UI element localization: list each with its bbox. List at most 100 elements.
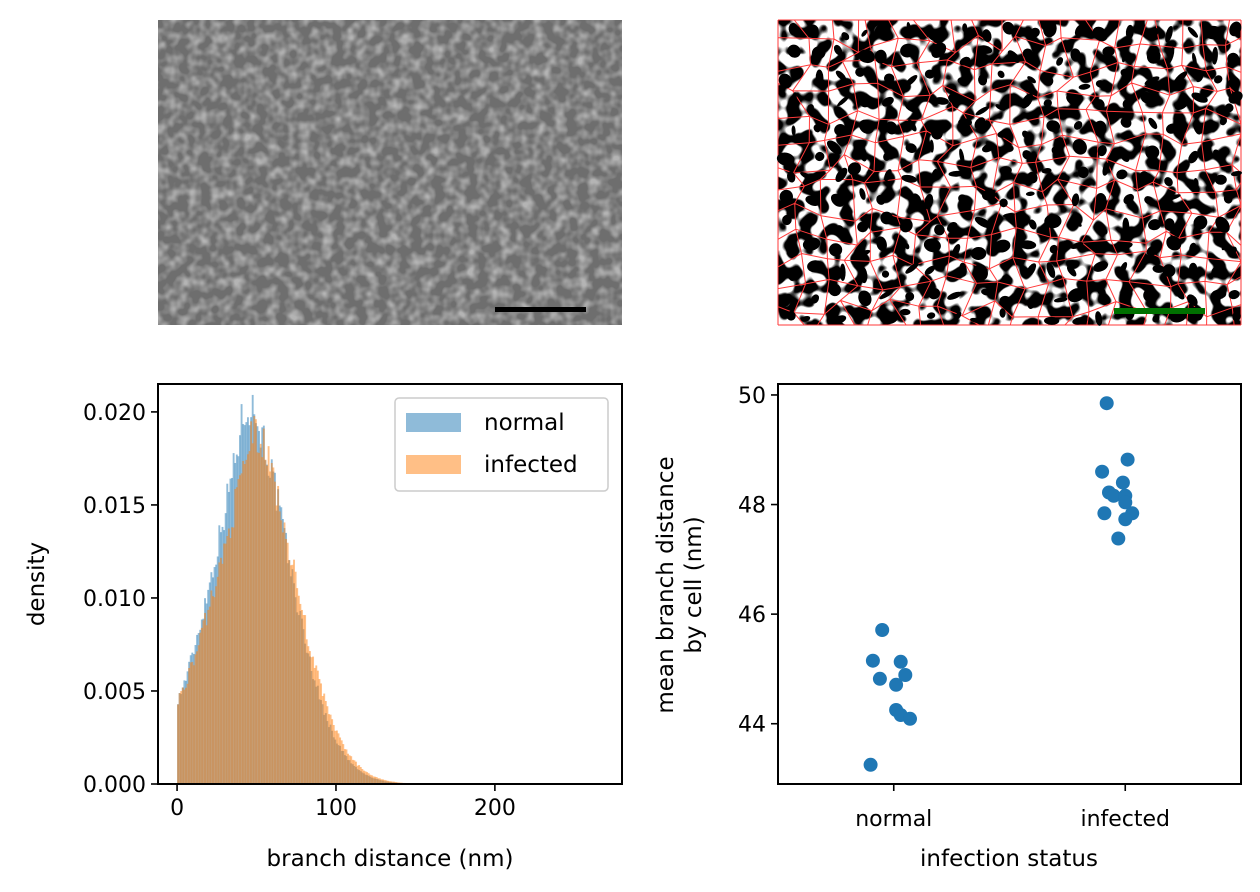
histogram-bar	[208, 606, 211, 784]
segmented-blob	[924, 69, 935, 79]
histogram-legend: normal infected	[394, 397, 609, 492]
segmented-blob	[982, 29, 992, 43]
histogram-bar	[291, 564, 294, 784]
histogram-bar	[205, 625, 208, 784]
histogram-bar	[293, 559, 295, 784]
segmented-blob	[974, 263, 988, 281]
histogram-bar	[278, 511, 281, 784]
histogram-bar	[207, 609, 210, 784]
segmented-blob	[847, 162, 861, 176]
segmented-blob	[879, 289, 894, 300]
segmented-blob	[954, 311, 962, 320]
strip-ytick-label: 44	[738, 713, 766, 738]
segmented-blob	[1119, 261, 1128, 275]
histogram-bar	[307, 646, 310, 784]
histogram-bar	[197, 645, 200, 784]
segmented-blob	[1173, 71, 1188, 85]
segmented-blob	[905, 103, 920, 114]
segmented-blob	[1174, 98, 1189, 111]
histogram-bar	[297, 595, 300, 784]
histogram-ylabel: density	[24, 542, 50, 626]
segmented-blob	[1190, 202, 1206, 208]
segmented-blob	[1102, 162, 1110, 176]
histogram-ytick-label: 0.015	[83, 494, 146, 519]
segmented-blob	[952, 244, 961, 257]
strip-point-infected	[1111, 531, 1126, 546]
histogram-bar	[366, 772, 369, 784]
histogram-bar	[224, 543, 227, 784]
segmented-blob	[1002, 213, 1015, 218]
segmented-blob	[957, 77, 966, 84]
segmented-blob	[805, 195, 820, 207]
segmented-blob	[1092, 26, 1108, 42]
segmented-blob	[974, 117, 986, 129]
segmented-blob	[1125, 24, 1134, 40]
histogram-bar	[388, 781, 391, 784]
segmented-blob	[858, 49, 875, 64]
histogram-ytick-label: 0.020	[83, 401, 146, 426]
segmented-blob	[1189, 262, 1198, 274]
segmented-blob	[1074, 24, 1085, 37]
segmented-blob	[970, 246, 987, 261]
strip-point-normal	[863, 757, 878, 772]
segmented-blob	[1192, 52, 1197, 67]
segmented-blob	[1228, 91, 1243, 104]
segmented-blob	[1139, 171, 1150, 182]
histogram-bar	[348, 755, 351, 784]
histogram-bar	[191, 661, 194, 784]
segmented-blob	[885, 121, 898, 135]
segmented-blob	[1214, 174, 1227, 185]
histogram-bar	[364, 771, 367, 784]
segmented-blob	[1232, 311, 1241, 322]
segmented-blob	[1095, 80, 1106, 88]
histogram-bar	[270, 462, 273, 784]
strip-point-infected	[1095, 464, 1110, 479]
segmented-blob	[1188, 150, 1199, 164]
segmented-blob	[1073, 220, 1082, 227]
histogram-bar	[274, 481, 276, 784]
segmented-blob	[1189, 242, 1197, 255]
histogram-bar	[369, 774, 372, 784]
strip-point-infected	[1099, 396, 1114, 411]
segmented-blob	[1093, 261, 1109, 272]
segmented-blob	[1022, 48, 1033, 59]
segmented-blob	[801, 315, 811, 322]
segmented-blob	[830, 193, 845, 207]
segmented-blob	[1144, 196, 1154, 205]
segmented-blob	[813, 124, 821, 133]
segmented-blob	[1000, 166, 1012, 174]
segmented-blob	[861, 29, 868, 37]
histogram-bar	[234, 488, 237, 784]
histogram-bar	[237, 479, 240, 784]
strip-point-normal	[875, 623, 890, 637]
segmented-blob	[999, 308, 1006, 318]
segmented-blob	[1166, 123, 1179, 134]
segmented-blob	[882, 96, 894, 107]
histogram-bar	[177, 704, 179, 784]
histogram-bar	[281, 532, 284, 784]
histogram-bar	[250, 421, 253, 784]
histogram-bar	[361, 769, 364, 784]
segmented-blob	[791, 125, 796, 136]
strip-ytick-label: 48	[738, 494, 766, 519]
segmented-blob	[959, 56, 971, 66]
segmented-blob	[899, 219, 913, 233]
histogram-bar	[302, 615, 305, 784]
segmented-network-image	[776, 19, 1243, 326]
strip-ylabel-line-2: by cell (nm)	[681, 516, 707, 653]
segmented-blob	[1223, 194, 1233, 204]
segmented-blob	[859, 119, 874, 134]
segmented-blob	[1028, 219, 1037, 230]
segmented-blob	[934, 224, 945, 236]
segmented-blob	[1044, 214, 1062, 229]
segmented-blob	[900, 43, 915, 58]
segmented-blob	[1204, 25, 1222, 40]
segmented-blob	[1230, 170, 1243, 177]
segmented-blob	[1070, 242, 1084, 249]
histogram-bar	[264, 459, 267, 784]
segmented-blob	[1145, 145, 1160, 160]
histogram-bar	[258, 452, 260, 784]
segmented-blob	[1002, 21, 1015, 35]
segmented-blob	[1072, 138, 1087, 155]
segmented-blob	[1193, 215, 1208, 230]
